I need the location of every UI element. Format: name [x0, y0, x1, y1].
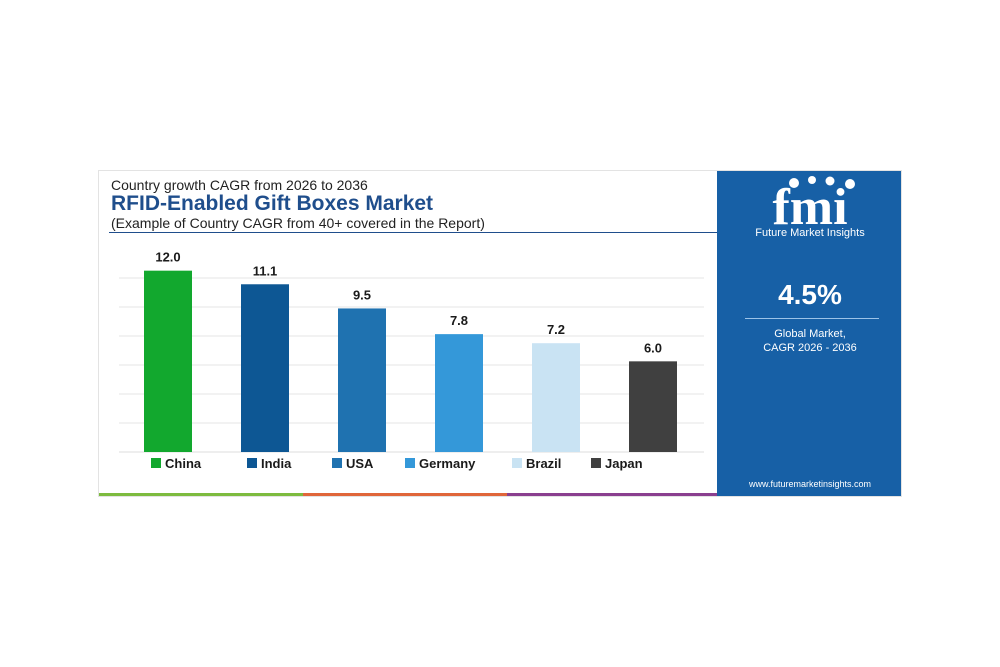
legend-label: Brazil: [526, 456, 561, 471]
fmi-logo: fmi: [772, 176, 855, 231]
data-label: 7.8: [450, 313, 468, 328]
data-label: 12.0: [155, 250, 180, 265]
chart-note: (Example of Country CAGR from 40+ covere…: [111, 215, 485, 231]
side-panel: fmi Future Market Insights 4.5% Global M…: [717, 171, 901, 496]
strip-orange: [303, 493, 507, 496]
bar-chart: 12.0 11.1 9.5 7.8 7.2 6.0 China India USA Germany…: [119, 250, 704, 471]
bar-brazil: [532, 343, 580, 452]
legend-swatch: [512, 458, 522, 468]
legend-label: USA: [346, 456, 374, 471]
bottom-color-strip: [99, 493, 717, 496]
strip-purple: [507, 493, 717, 496]
legend-swatch: [332, 458, 342, 468]
infographic-card: Country growth CAGR from 2026 to 2036 RF…: [98, 170, 902, 497]
bar-usa: [338, 308, 386, 452]
legend-swatch: [405, 458, 415, 468]
chart-title: RFID-Enabled Gift Boxes Market: [111, 192, 434, 215]
bar-china: [144, 270, 192, 452]
bar-japan: [629, 361, 677, 452]
bar-germany: [435, 334, 483, 452]
data-label: 9.5: [353, 287, 371, 302]
logo-text: fmi: [772, 179, 847, 231]
data-label: 11.1: [253, 263, 278, 278]
legend-swatch: [247, 458, 257, 468]
logo-caption: Future Market Insights: [755, 227, 865, 239]
title-divider: [109, 232, 717, 233]
legend-label: China: [165, 456, 202, 471]
chart-subtitle: Country growth CAGR from 2026 to 2036: [111, 177, 368, 193]
legend-label: Germany: [419, 456, 476, 471]
legend-label: India: [261, 456, 292, 471]
legend-swatch: [151, 458, 161, 468]
data-label: 6.0: [644, 340, 662, 355]
global-cagr-value: 4.5%: [778, 279, 842, 310]
bar-india: [241, 284, 289, 452]
logo-figure-icons: [789, 176, 855, 189]
global-cagr-period: CAGR 2026 - 2036: [763, 342, 857, 354]
legend-swatch: [591, 458, 601, 468]
strip-green: [99, 493, 303, 496]
data-label: 7.2: [547, 322, 565, 337]
legend-label: Japan: [605, 456, 643, 471]
global-cagr-label: Global Market,: [774, 328, 846, 340]
website-link[interactable]: www.futuremarketinsights.com: [748, 479, 872, 489]
cagr-divider: [745, 318, 879, 319]
